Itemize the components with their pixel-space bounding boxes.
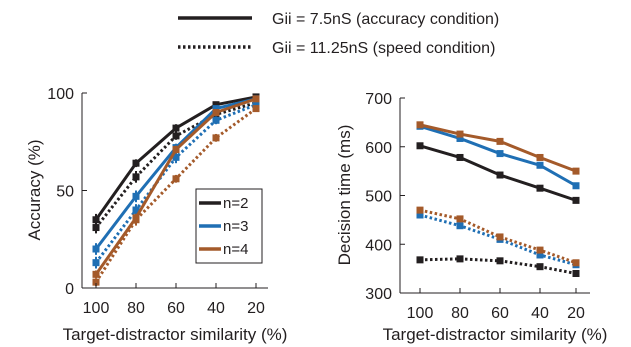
decision-time-data-point-n4-accuracy	[572, 167, 580, 175]
decision-time-data-point-n2-accuracy	[536, 184, 544, 192]
series-legend: n=2 n=3 n=4	[195, 188, 263, 264]
decision-time-y-tick-label: 700	[365, 91, 392, 108]
accuracy-x-axis-label: Target-distractor similarity (%)	[63, 325, 288, 344]
accuracy-data-point-n4-speed	[172, 175, 180, 183]
decision-time-data-point-n4-accuracy	[416, 121, 424, 129]
accuracy-plot-area	[92, 93, 260, 287]
decision-time-data-point-n4-speed	[536, 246, 544, 254]
decision-time-data-point-n3-accuracy	[456, 134, 464, 142]
legend-accuracy-condition-label: Gii = 7.5nS (accuracy condition)	[272, 11, 499, 28]
accuracy-data-point-n4-accuracy	[172, 146, 180, 154]
decision-time-data-point-n3-speed	[536, 251, 544, 259]
decision-time-data-point-n4-speed	[456, 215, 464, 223]
decision-time-data-point-n4-speed	[572, 259, 580, 267]
figure-legend: Gii = 7.5nS (accuracy condition) Gii = 1…	[178, 11, 499, 57]
decision-time-y-tick-label: 500	[365, 189, 392, 206]
accuracy-data-point-n4-accuracy	[252, 95, 260, 103]
accuracy-y-ticks: 0 50 100	[47, 86, 87, 298]
accuracy-data-point-n3-speed	[212, 116, 220, 124]
accuracy-x-tick-label: 100	[83, 300, 110, 317]
legend-n2-label: n=2	[223, 195, 248, 212]
accuracy-x-tick-label: 60	[167, 300, 185, 317]
accuracy-data-point-n3-speed	[92, 259, 100, 267]
accuracy-y-tick-label: 0	[65, 281, 74, 298]
accuracy-data-point-n3-speed	[132, 206, 140, 214]
decision-time-x-tick-label: 60	[491, 305, 509, 322]
accuracy-data-point-n2-speed	[132, 173, 140, 181]
decision-time-data-point-n3-accuracy	[572, 182, 580, 190]
accuracy-data-point-n4-speed	[92, 278, 100, 286]
decision-time-data-point-n2-speed	[572, 270, 580, 277]
accuracy-data-point-n4-speed	[212, 134, 220, 142]
decision-time-data-point-n3-speed	[416, 211, 424, 219]
decision-time-chart: 300 400 500 600 700 100 80 60 40 20 Decision tim…	[335, 91, 607, 344]
decision-time-data-point-n2-speed	[416, 256, 424, 264]
decision-time-y-axis-label: Decision time (ms)	[335, 125, 354, 266]
decision-time-x-tick-label: 20	[567, 305, 585, 322]
decision-time-x-tick-label: 80	[451, 305, 469, 322]
accuracy-x-ticks: 100 80 60 40 20	[83, 283, 265, 317]
accuracy-data-point-n2-speed	[172, 132, 180, 140]
decision-time-data-point-n3-accuracy	[536, 161, 544, 169]
decision-time-data-point-n2-accuracy	[456, 153, 464, 161]
legend-n3-label: n=3	[223, 218, 248, 235]
decision-time-x-tick-label: 40	[531, 305, 549, 322]
decision-time-x-tick-label: 100	[407, 305, 434, 322]
decision-time-series-line-n4-speed	[419, 208, 577, 265]
accuracy-x-tick-label: 20	[247, 300, 265, 317]
decision-time-y-tick-label: 600	[365, 140, 392, 157]
decision-time-data-point-n4-accuracy	[496, 137, 504, 145]
accuracy-y-tick-label: 100	[47, 86, 74, 103]
accuracy-x-tick-label: 40	[207, 300, 225, 317]
accuracy-data-point-n2-accuracy	[132, 159, 140, 167]
decision-time-plot-area	[416, 121, 580, 277]
accuracy-data-point-n2-speed	[92, 224, 100, 232]
decision-time-data-point-n4-speed	[416, 206, 424, 214]
accuracy-data-point-n3-speed	[172, 153, 180, 161]
decision-time-data-point-n2-speed	[536, 263, 544, 271]
decision-time-data-point-n2-accuracy	[572, 196, 580, 204]
decision-time-x-ticks: 100 80 60 40 20	[407, 288, 585, 322]
decision-time-data-point-n4-accuracy	[456, 130, 464, 138]
accuracy-data-point-n2-accuracy	[212, 101, 220, 109]
accuracy-data-point-n3-accuracy	[92, 245, 100, 253]
accuracy-data-point-n4-accuracy	[212, 109, 220, 116]
accuracy-data-point-n4-accuracy	[132, 214, 140, 222]
decision-time-y-tick-label: 400	[365, 237, 392, 254]
legend-n4-label: n=4	[223, 241, 248, 258]
accuracy-data-point-n2-accuracy	[92, 216, 100, 224]
decision-time-y-ticks: 300 400 500 600 700	[365, 91, 405, 303]
accuracy-data-point-n3-accuracy	[212, 105, 220, 113]
accuracy-y-axis-label: Accuracy (%)	[25, 139, 44, 240]
decision-time-data-point-n3-accuracy	[496, 150, 504, 158]
accuracy-data-point-n2-accuracy	[172, 124, 180, 132]
accuracy-x-tick-label: 80	[127, 300, 145, 317]
accuracy-data-point-n3-speed	[252, 101, 260, 109]
decision-time-data-point-n4-speed	[496, 233, 504, 241]
accuracy-data-point-n4-accuracy	[92, 270, 100, 278]
decision-time-data-point-n2-accuracy	[416, 142, 424, 150]
decision-time-x-axis-label: Target-distractor similarity (%)	[383, 325, 608, 344]
decision-time-data-point-n2-accuracy	[496, 171, 504, 179]
legend-speed-condition-label: Gii = 11.25nS (speed condition)	[272, 40, 495, 57]
accuracy-data-point-n3-accuracy	[132, 192, 140, 200]
decision-time-data-point-n2-speed	[456, 255, 464, 263]
decision-time-series-line-n4-accuracy	[419, 123, 577, 173]
accuracy-chart: 0 50 100 100 80 60 40 20 Accuracy (%) Target-d…	[25, 86, 287, 344]
accuracy-y-tick-label: 50	[56, 184, 74, 201]
accuracy-data-point-n4-speed	[252, 105, 260, 113]
decision-time-data-point-n4-accuracy	[536, 153, 544, 161]
decision-time-data-point-n2-speed	[496, 257, 504, 265]
decision-time-y-tick-label: 300	[365, 286, 392, 303]
decision-time-data-point-n3-speed	[456, 222, 464, 230]
